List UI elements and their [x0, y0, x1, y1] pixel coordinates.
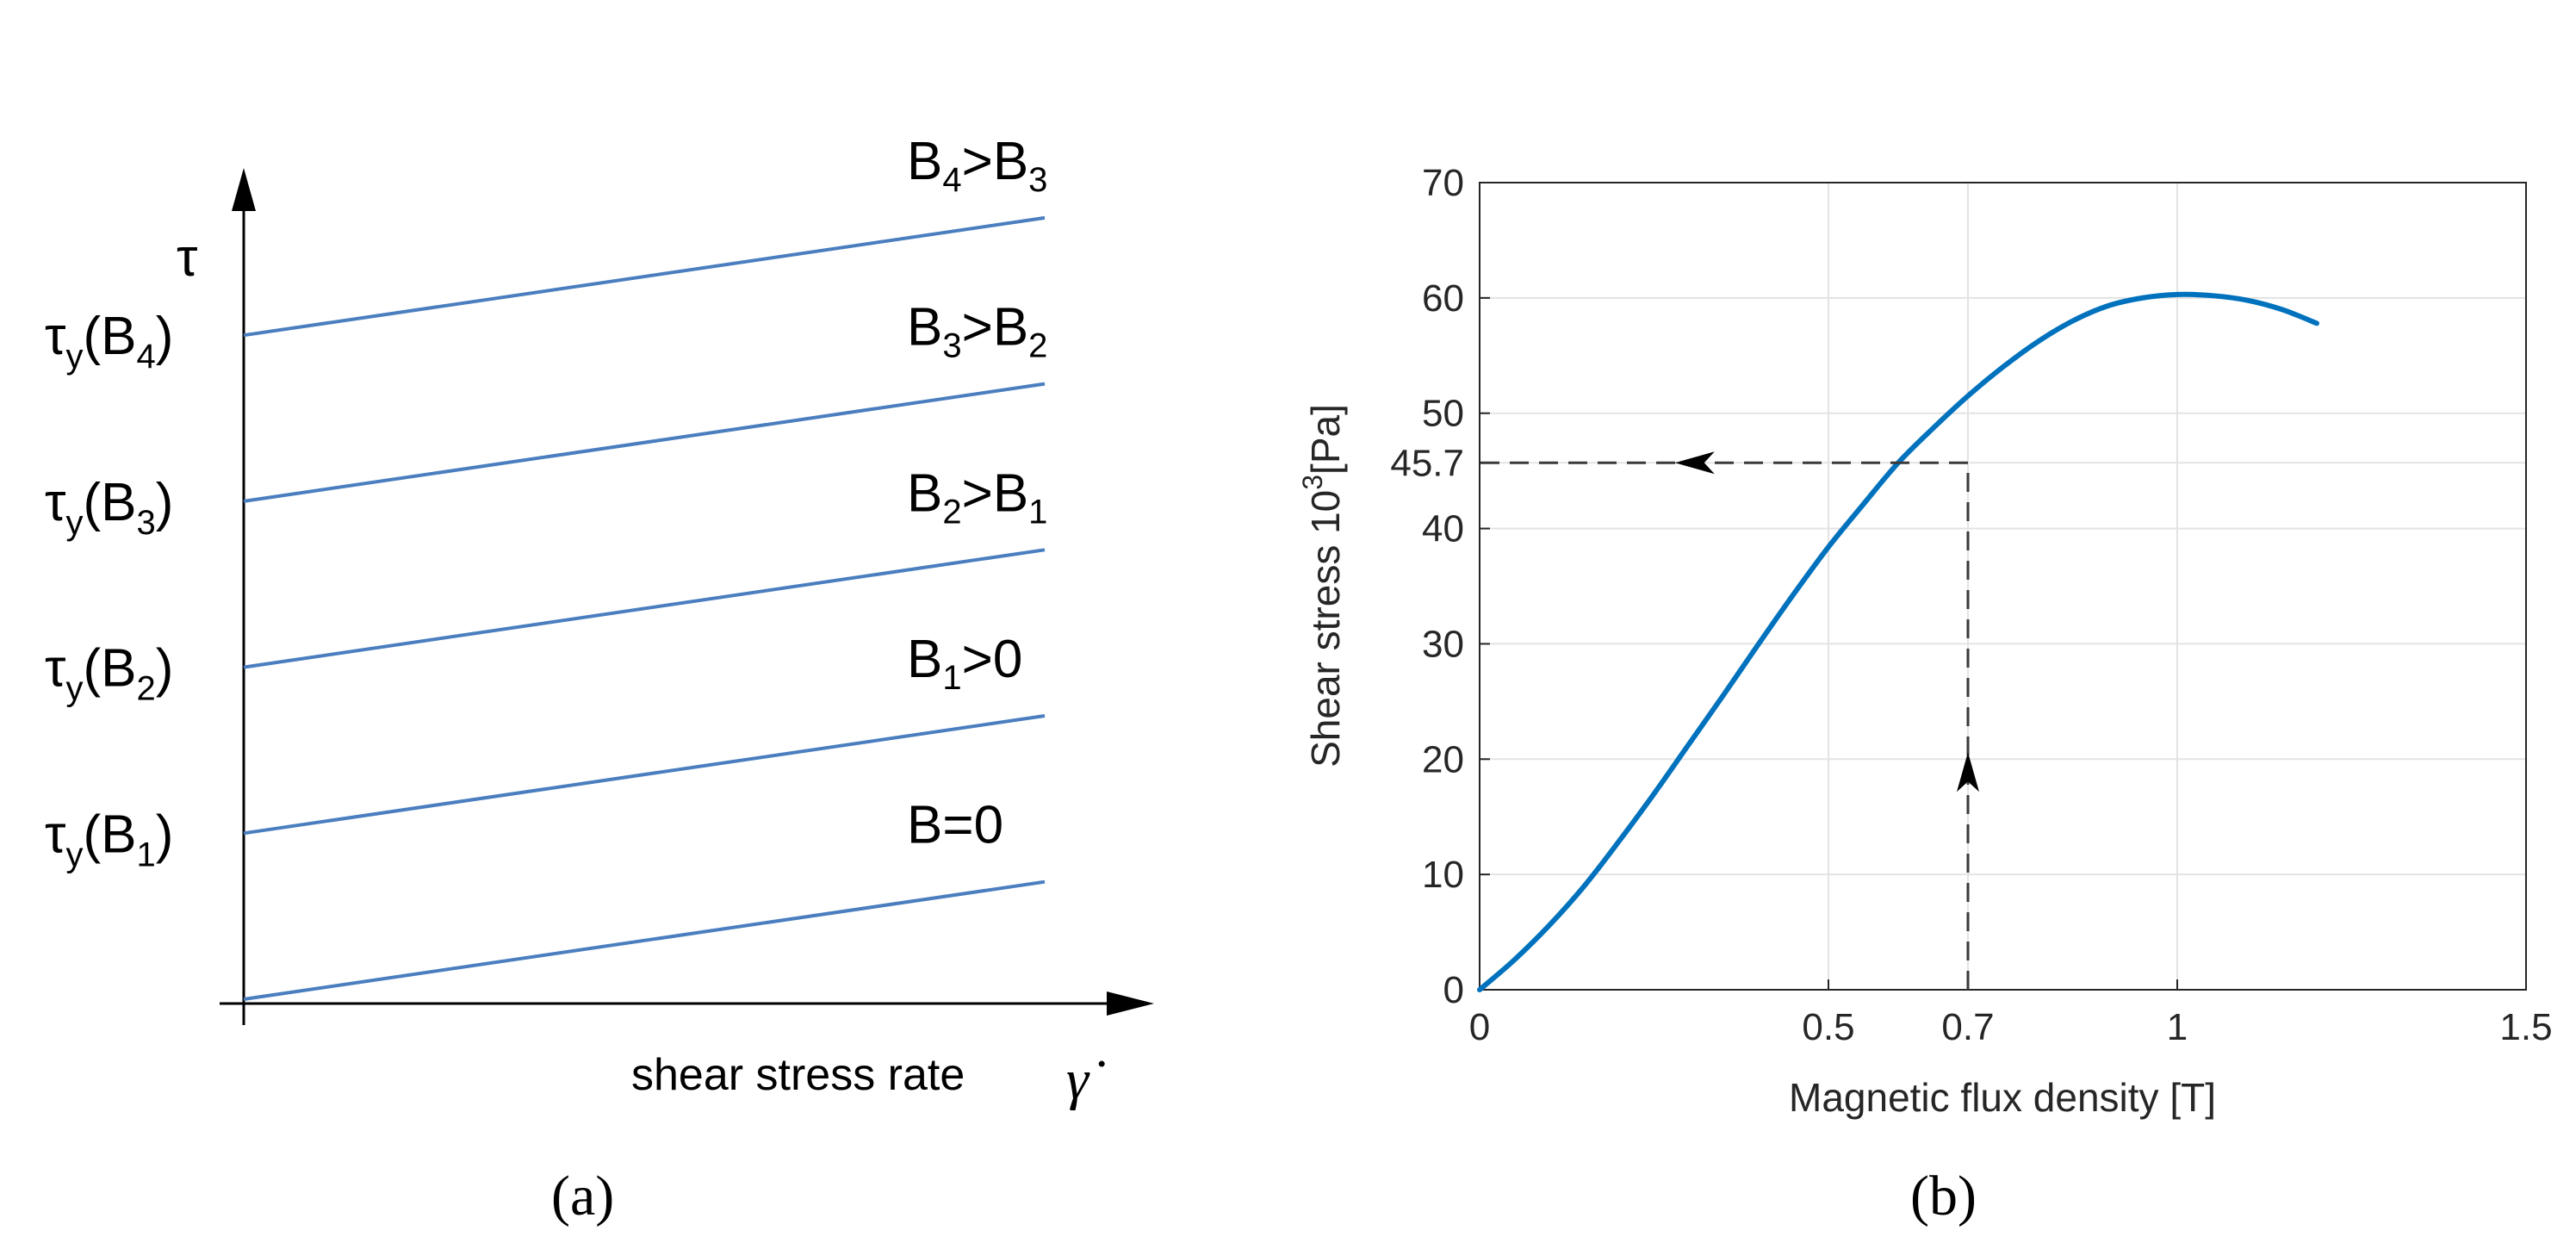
panel-a-line-2: [243, 548, 1046, 669]
panel-a-yield-label-1: τy(B1): [45, 805, 173, 873]
panel-a-x-label: shear stress rate: [631, 1050, 965, 1100]
panel-a-line-4: [243, 215, 1046, 338]
panel-a-line-label-3: B3>B2: [907, 298, 1047, 365]
panel-b-y-tick-label-3: 30: [1422, 623, 1464, 665]
panel-b-y-tick-label-1: 10: [1422, 854, 1464, 896]
panel-b-y-tick-label-7: 60: [1422, 277, 1464, 320]
panel-b-x-tick-label-3: 1: [2167, 1006, 2188, 1048]
panel-a-yield-label-3: τy(B3): [45, 473, 173, 542]
panel-b-plot-area: [1480, 183, 2526, 990]
panel-a-x-symbol: γ̇: [1066, 1048, 1105, 1111]
panel-b-arrow-left: [1674, 451, 1715, 475]
panel-a-line-label-4: B4>B3: [907, 132, 1047, 199]
panel-b-y-label-sup: 3: [1297, 475, 1328, 490]
panel-a-line-label-2: B2>B1: [907, 463, 1047, 531]
panel-b-frame: [1479, 182, 2527, 991]
panel-a-line-0: [243, 879, 1046, 1001]
panel-a-y-label: τ: [177, 228, 198, 288]
panel-a-yield-label-4: τy(B4): [45, 307, 173, 376]
panel-b-x-tick-label-0: 0: [1469, 1006, 1490, 1048]
panel-b-y-label-text: Shear stress 10: [1303, 490, 1348, 768]
panel-a-line-1: [243, 714, 1046, 836]
panel-b-y-tick-label-2: 20: [1422, 738, 1464, 780]
panel-b-y-tick-label-6: 50: [1422, 393, 1464, 435]
panel-a-label: (a): [551, 1165, 614, 1227]
panel-b-y-label-unit: [Pa]: [1303, 404, 1348, 475]
panel-a-line-3: [243, 382, 1046, 503]
panel-b-x-tick-label-2: 0.7: [1941, 1006, 1994, 1048]
panel-a-line-label-0: B=0: [907, 796, 1003, 855]
panel-b-y-tick-label-0: 0: [1443, 969, 1464, 1011]
panel-b-y-tick-label-4: 40: [1422, 508, 1464, 550]
panel-a-y-axis-arrowhead: [232, 168, 256, 211]
panel-b-x-tick-label-4: 1.5: [2499, 1006, 2552, 1048]
panel-b-arrow-up: [1957, 752, 1979, 792]
panel-b-y-tick-label-8: 70: [1422, 162, 1464, 204]
panel-b-label: (b): [1910, 1165, 1977, 1227]
panel-b: 0 0.5 0.7 1 1.5 0 10 20 30 40 45.7 50 60 70 Magnetic …: [1297, 162, 2553, 1227]
panel-b-x-tick-label-1: 0.5: [1802, 1006, 1854, 1048]
panel-b-y-label: Shear stress 103[Pa]: [1297, 404, 1348, 768]
panel-b-y-tick-label-5: 45.7: [1390, 442, 1464, 484]
panel-b-x-label: Magnetic flux density [T]: [1789, 1075, 2216, 1120]
panel-b-series-line: [1477, 291, 2319, 992]
panel-a-line-label-1: B1>0: [907, 630, 1022, 697]
panel-a-x-axis-arrowhead: [1107, 991, 1154, 1016]
panel-a: B=0 B1>0 B2>B1 B3>B2 B4>B3 τy(B1) τy(B2) τy(B3…: [45, 132, 1154, 1227]
panel-a-yield-label-2: τy(B2): [45, 639, 173, 708]
